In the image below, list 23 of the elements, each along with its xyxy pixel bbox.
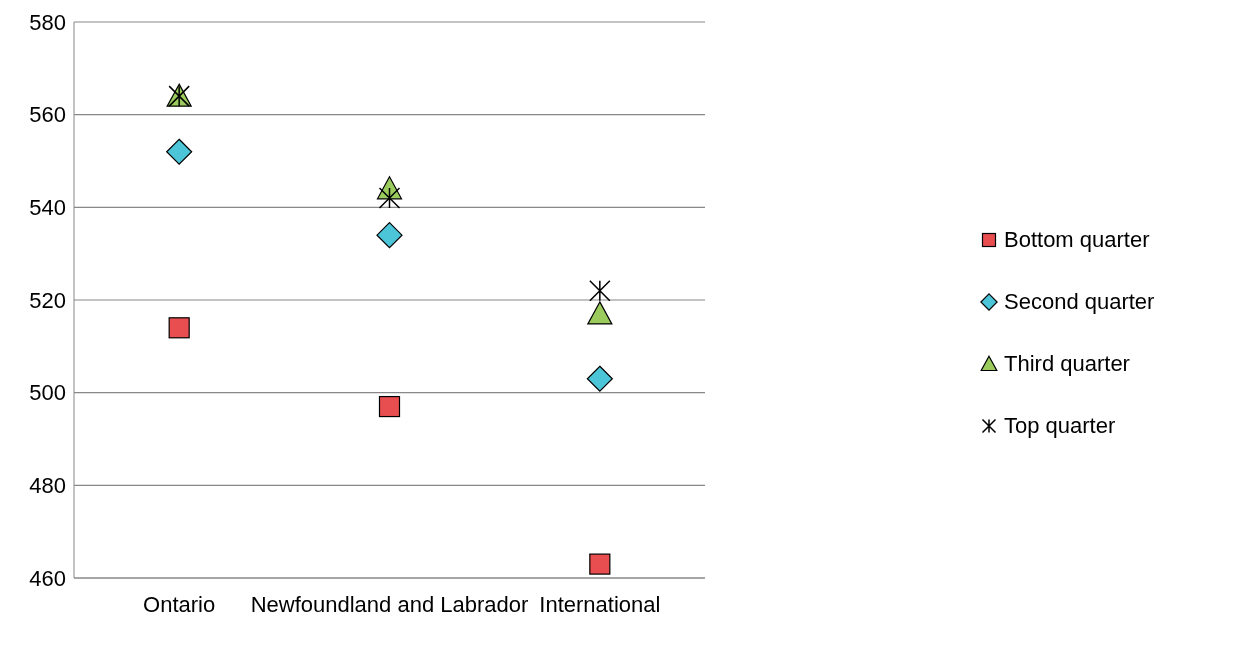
y-tick-label: 480: [29, 473, 66, 499]
x-tick-label: Newfoundland and Labrador: [250, 591, 529, 617]
point: [587, 301, 613, 325]
legend-label: Second quarter: [1004, 289, 1155, 315]
point: [586, 365, 613, 392]
point: [378, 187, 401, 209]
legend-label: Third quarter: [1004, 351, 1130, 377]
y-tick-label: 560: [29, 102, 66, 128]
y-tick-label: 580: [29, 9, 66, 35]
y-tick-label: 500: [29, 380, 66, 406]
y-tick-label: 520: [29, 287, 66, 313]
legend-label: Top quarter: [1004, 413, 1116, 439]
point: [168, 317, 190, 339]
x-tick-label: Ontario: [143, 591, 216, 617]
point: [378, 395, 401, 418]
point: [589, 279, 611, 302]
point: [589, 553, 611, 575]
y-tick-label: 460: [29, 565, 66, 591]
point: [376, 222, 403, 249]
legend-label: Bottom quarter: [1004, 227, 1150, 253]
y-tick-label: 540: [29, 195, 66, 221]
x-tick-label: International: [539, 591, 661, 617]
point: [166, 138, 193, 165]
